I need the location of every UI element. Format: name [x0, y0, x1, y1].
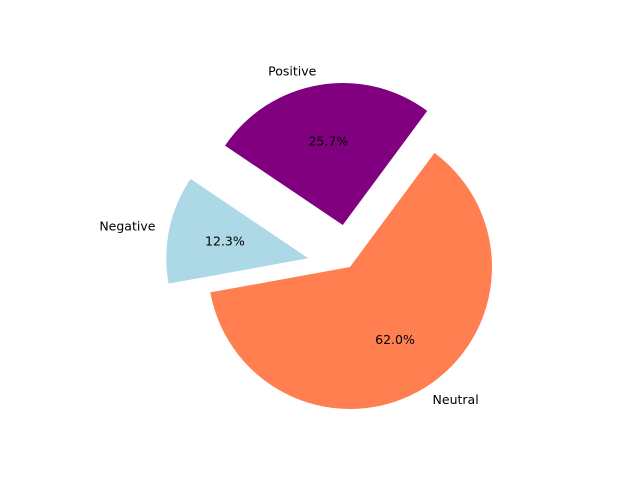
pie-slice-neutral: [210, 152, 493, 409]
pie-slices: [166, 83, 493, 409]
pie-pct-label-neutral: 62.0%: [375, 332, 415, 347]
pie-labels: 25.7% Positive 12.3% Negative 62.0% Neutral: [99, 64, 478, 408]
pie-label-negative: Negative: [99, 219, 155, 234]
pie-pct-label-positive: 25.7%: [308, 134, 348, 149]
pie-pct-label-negative: 12.3%: [205, 233, 245, 248]
pie-slice-negative: [166, 178, 309, 284]
pie-slice-positive: [225, 83, 428, 226]
pie-label-positive: Positive: [268, 64, 316, 79]
pie-label-neutral: Neutral: [433, 392, 479, 407]
